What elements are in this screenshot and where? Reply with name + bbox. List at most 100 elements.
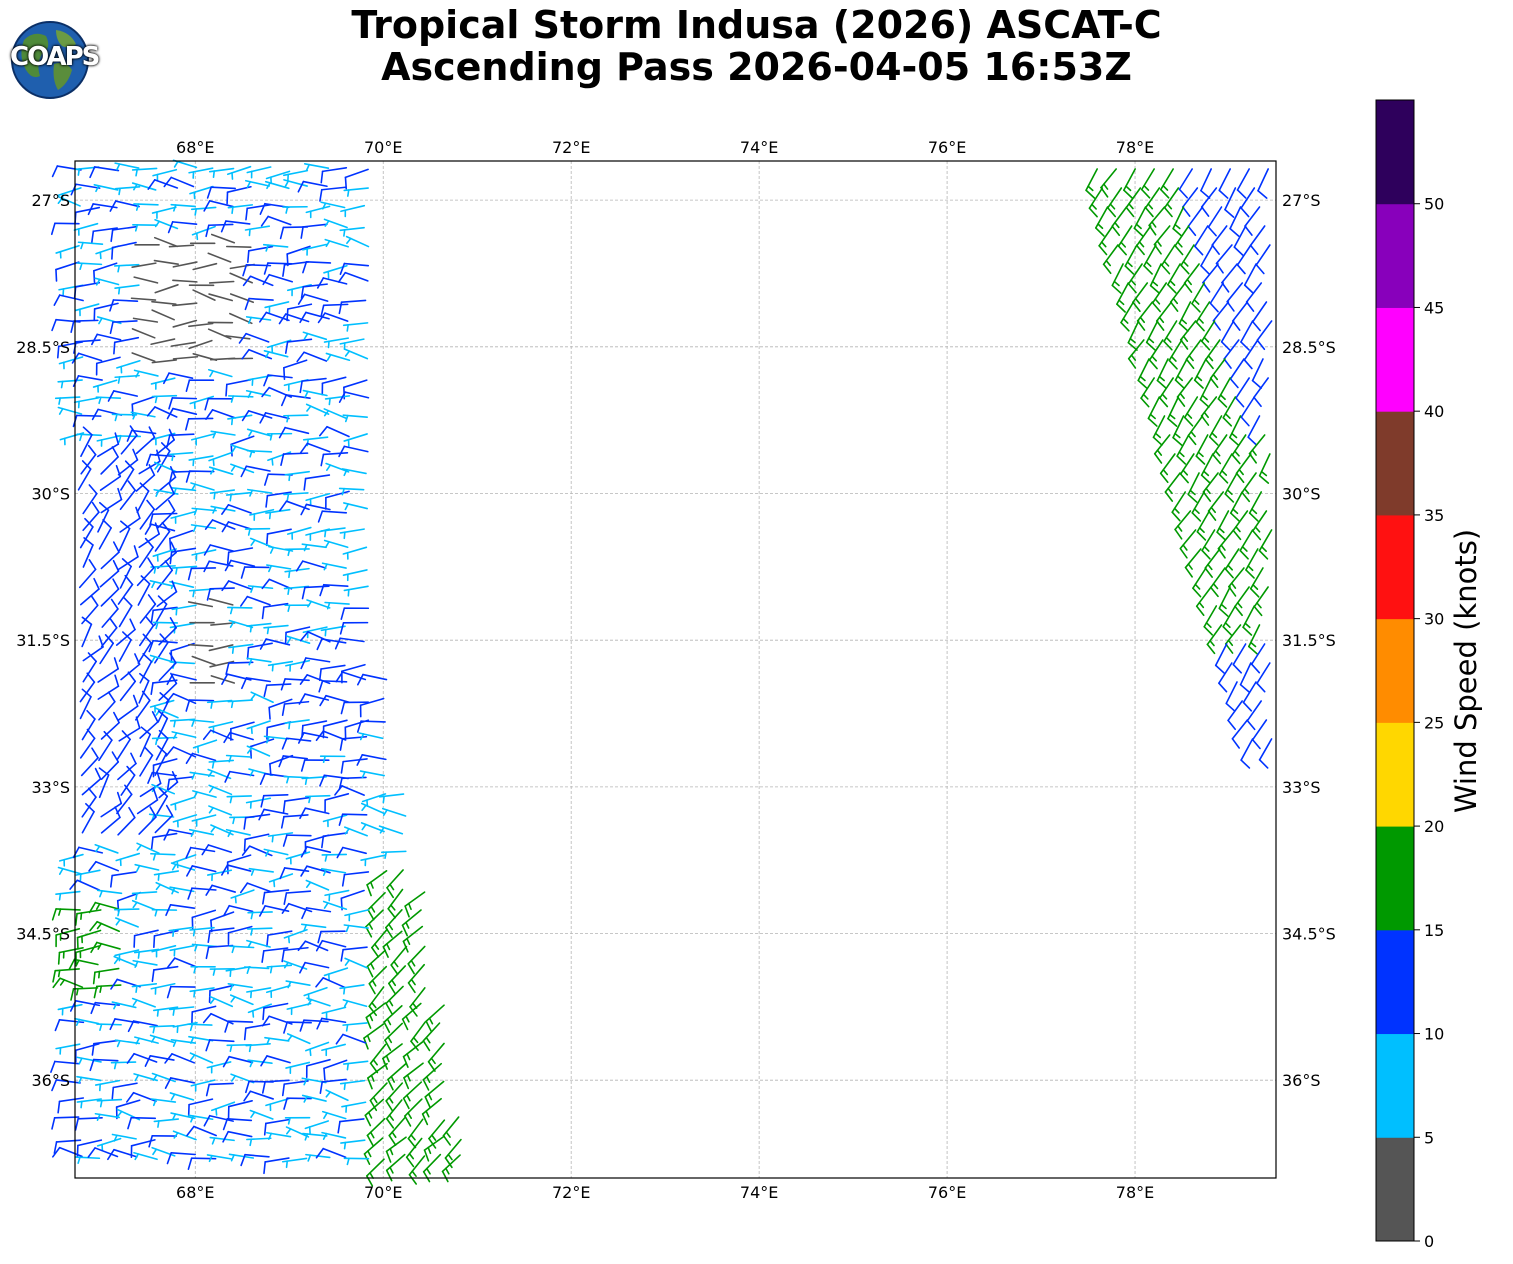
colorbar-segment bbox=[1376, 411, 1414, 516]
wind-barb bbox=[1193, 358, 1207, 389]
wind-barb bbox=[94, 1112, 120, 1121]
wind-barb bbox=[1222, 396, 1237, 427]
wind-barb bbox=[221, 864, 252, 876]
wind-barb bbox=[386, 869, 404, 899]
wind-barb bbox=[149, 1025, 175, 1034]
colorbar: 0 5 10 15 20 25 30 35 40 45 50 bbox=[1375, 99, 1444, 1251]
wind-barb bbox=[1214, 643, 1228, 674]
wind-barb bbox=[284, 338, 313, 354]
wind-barb bbox=[81, 709, 96, 741]
wind-barb bbox=[172, 814, 198, 828]
wind-barb bbox=[117, 694, 139, 722]
wind-barb bbox=[243, 1023, 271, 1041]
colorbar-tick-label: 25 bbox=[1424, 713, 1444, 732]
wind-barb bbox=[404, 891, 426, 918]
wind-barb bbox=[321, 853, 348, 862]
wind-barb bbox=[117, 574, 134, 605]
wind-barb bbox=[207, 927, 235, 944]
wind-barb bbox=[168, 244, 195, 248]
wind-barb bbox=[151, 206, 177, 219]
wind-barb bbox=[408, 1155, 426, 1185]
wind-barb bbox=[93, 984, 122, 999]
wind-barb bbox=[238, 332, 270, 344]
wind-barb bbox=[381, 807, 407, 817]
wind-barb bbox=[343, 502, 368, 511]
wind-barb bbox=[285, 635, 311, 644]
wind-barb bbox=[116, 730, 131, 761]
wind-barb bbox=[318, 664, 346, 682]
wind-barb bbox=[191, 507, 217, 516]
wind-barb bbox=[110, 978, 141, 990]
wind-barb bbox=[202, 1012, 234, 1025]
wind-barb bbox=[171, 302, 198, 307]
wind-barb bbox=[319, 186, 347, 202]
wind-barb bbox=[1225, 681, 1238, 712]
wind-barb bbox=[340, 701, 370, 715]
wind-barb bbox=[1226, 282, 1244, 312]
wind-barb bbox=[228, 945, 255, 954]
wind-barb bbox=[170, 341, 196, 347]
wind-barb bbox=[1163, 320, 1178, 351]
wind-barb bbox=[305, 205, 331, 219]
wind-barb bbox=[383, 1005, 403, 1034]
wind-barb bbox=[280, 678, 310, 691]
wind-barb bbox=[81, 616, 93, 648]
colorbar-tick-label: 50 bbox=[1424, 195, 1444, 214]
wind-barb bbox=[342, 322, 369, 332]
wind-barb bbox=[209, 967, 236, 976]
wind-barb bbox=[227, 204, 254, 215]
wind-barb bbox=[1195, 434, 1209, 465]
wind-barb bbox=[304, 1120, 330, 1134]
colorbar-tick-label: 0 bbox=[1424, 1232, 1434, 1251]
wind-barb bbox=[1094, 206, 1109, 237]
wind-barb bbox=[246, 642, 273, 660]
wind-barb bbox=[206, 186, 236, 199]
wind-barb bbox=[1127, 263, 1143, 294]
wind-barb bbox=[244, 225, 271, 237]
wind-barb bbox=[283, 414, 309, 423]
wind-barb bbox=[385, 1082, 404, 1112]
wind-barb bbox=[92, 967, 120, 985]
wind-barb bbox=[226, 547, 254, 565]
wind-barb bbox=[153, 595, 168, 626]
lon-tick-label-bottom: 76°E bbox=[928, 1183, 966, 1202]
wind-barb bbox=[1187, 415, 1204, 446]
wind-barb bbox=[78, 559, 97, 589]
wind-barb bbox=[170, 203, 197, 212]
wind-barb bbox=[384, 1022, 404, 1051]
wind-barb bbox=[1241, 472, 1257, 503]
wind-barb bbox=[165, 903, 196, 917]
wind-barb bbox=[356, 673, 388, 686]
wind-barb bbox=[98, 691, 116, 721]
wind-barb bbox=[245, 203, 272, 221]
wind-barb bbox=[245, 1043, 271, 1053]
wind-barb bbox=[246, 622, 272, 633]
lat-tick-label-left: 31.5°S bbox=[16, 631, 70, 650]
wind-barb bbox=[76, 262, 103, 271]
wind-barb bbox=[229, 816, 255, 825]
wind-barb bbox=[52, 977, 84, 989]
logo-text: COAPS bbox=[10, 42, 100, 72]
wind-barb bbox=[320, 527, 346, 538]
wind-barb bbox=[74, 1017, 100, 1026]
wind-barb bbox=[170, 1112, 196, 1121]
wind-barb bbox=[87, 1147, 119, 1158]
wind-barb bbox=[228, 643, 254, 654]
wind-barb bbox=[169, 886, 195, 895]
wind-barb bbox=[151, 394, 178, 404]
wind-barb bbox=[80, 444, 97, 475]
wind-barb bbox=[139, 616, 155, 647]
wind-barb bbox=[51, 165, 82, 178]
wind-barb bbox=[246, 720, 271, 735]
lat-tick-label-left: 33°S bbox=[31, 778, 70, 797]
wind-barb bbox=[97, 501, 110, 533]
wind-barb bbox=[1203, 605, 1218, 636]
wind-barb bbox=[221, 580, 253, 592]
wind-barb bbox=[407, 963, 426, 994]
wind-barb bbox=[158, 672, 178, 701]
wind-barb bbox=[402, 925, 424, 953]
wind-barb bbox=[111, 241, 137, 260]
wind-barb bbox=[1248, 434, 1266, 464]
wind-barb bbox=[204, 519, 236, 530]
wind-barb bbox=[1218, 586, 1231, 617]
